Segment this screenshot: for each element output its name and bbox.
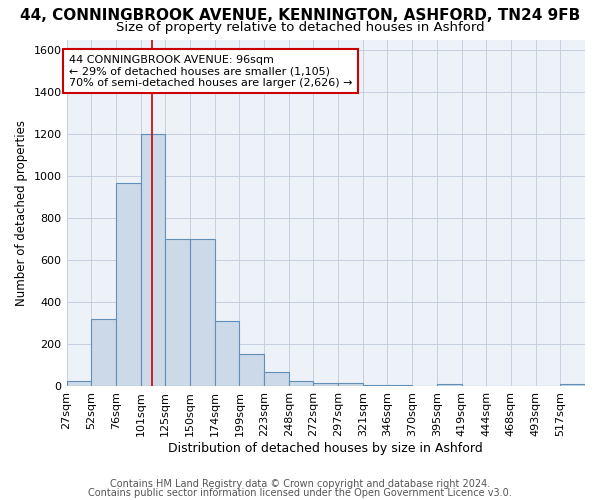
Bar <box>338 384 363 386</box>
Text: 44 CONNINGBROOK AVENUE: 96sqm
← 29% of detached houses are smaller (1,105)
70% o: 44 CONNINGBROOK AVENUE: 96sqm ← 29% of d… <box>68 54 352 88</box>
Bar <box>190 240 215 386</box>
Bar <box>165 240 190 386</box>
Bar <box>289 381 313 386</box>
Bar <box>67 381 91 386</box>
Bar <box>140 134 165 386</box>
Text: Contains HM Land Registry data © Crown copyright and database right 2024.: Contains HM Land Registry data © Crown c… <box>110 479 490 489</box>
Bar <box>264 372 289 386</box>
Y-axis label: Number of detached properties: Number of detached properties <box>15 120 28 306</box>
Bar <box>239 354 264 386</box>
Text: 44, CONNINGBROOK AVENUE, KENNINGTON, ASHFORD, TN24 9FB: 44, CONNINGBROOK AVENUE, KENNINGTON, ASH… <box>20 8 580 22</box>
Bar <box>313 384 338 386</box>
X-axis label: Distribution of detached houses by size in Ashford: Distribution of detached houses by size … <box>169 442 483 455</box>
Bar <box>91 320 116 386</box>
Bar <box>116 183 140 386</box>
Bar <box>215 322 239 386</box>
Bar <box>437 384 461 386</box>
Text: Contains public sector information licensed under the Open Government Licence v3: Contains public sector information licen… <box>88 488 512 498</box>
Text: Size of property relative to detached houses in Ashford: Size of property relative to detached ho… <box>116 21 484 34</box>
Bar <box>560 384 585 386</box>
